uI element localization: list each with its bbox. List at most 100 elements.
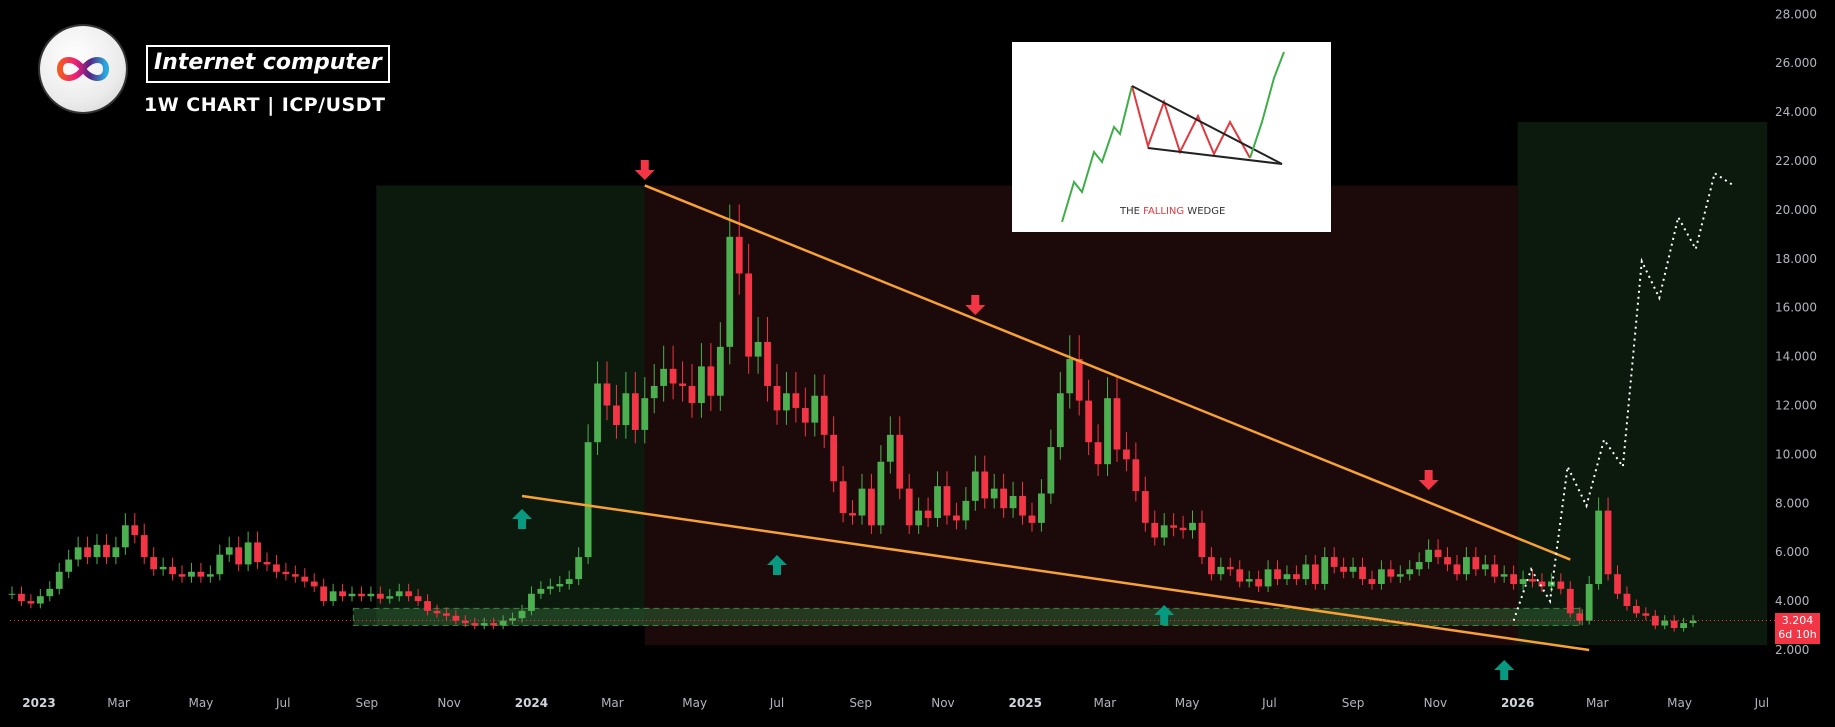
candle [1217, 557, 1225, 581]
price-tick-label: 2.000 [1775, 643, 1809, 657]
candle [1170, 513, 1178, 537]
candle [1009, 481, 1017, 518]
candle [1330, 547, 1338, 574]
candle [669, 345, 677, 400]
candle [650, 364, 658, 414]
price-tick-label: 6.000 [1775, 545, 1809, 559]
candle [499, 615, 507, 630]
candle [1255, 570, 1263, 593]
candle-body [773, 385, 781, 411]
candle-body [310, 581, 318, 587]
candle-body [1632, 605, 1640, 614]
candle-body [1009, 495, 1017, 509]
candle-body [1019, 495, 1026, 516]
candle-body [1321, 557, 1329, 584]
candle [1151, 510, 1159, 546]
candle-body [282, 571, 290, 575]
candle [801, 387, 809, 437]
candle-body [1066, 359, 1074, 394]
candle-body [1311, 564, 1319, 584]
candle-body [273, 564, 280, 572]
candle [36, 589, 44, 609]
candle-body [367, 593, 375, 597]
candle [273, 555, 280, 579]
time-axis[interactable]: 2023 Mar May Jul Sep Nov 2024 Mar May Jul Sep Nov 20… [22, 696, 1835, 710]
time-tick-label: May [1667, 696, 1692, 710]
candle-body [348, 593, 356, 597]
candle-body [631, 393, 639, 430]
candle-body [1123, 449, 1130, 460]
candle [783, 371, 790, 425]
candle [254, 531, 261, 569]
candle [905, 473, 913, 534]
candle-body [1236, 569, 1244, 582]
candle-body [358, 593, 365, 597]
candle [1179, 515, 1187, 539]
candle [1208, 547, 1215, 581]
candles-layer [8, 204, 1697, 632]
candle [140, 523, 148, 565]
time-tick-label: Jul [769, 696, 784, 710]
time-tick-label: May [1175, 696, 1200, 710]
candle [480, 617, 488, 630]
candle-body [1378, 569, 1385, 584]
candle-body [915, 510, 923, 526]
candle [707, 343, 715, 411]
candle-body [1670, 620, 1678, 628]
candle [726, 204, 734, 365]
candle-body [27, 601, 35, 604]
candle [1340, 557, 1348, 579]
candle-body [480, 623, 488, 626]
candle [1632, 599, 1640, 618]
support-arrow-icon [1154, 605, 1175, 625]
candle [1670, 615, 1678, 632]
price-tick-label: 14.000 [1775, 350, 1817, 364]
candle [65, 549, 73, 579]
candle [84, 536, 91, 565]
wedge-diagram-upper-line [1131, 85, 1283, 165]
candle-body [452, 615, 460, 621]
candle [1104, 377, 1111, 476]
candle [1566, 581, 1574, 618]
candle-body [1425, 549, 1433, 562]
candle [27, 594, 35, 609]
candle [169, 557, 176, 581]
candle-body [622, 393, 630, 426]
candle-body [216, 554, 224, 575]
candle [1359, 557, 1366, 586]
candle-body [603, 383, 611, 406]
time-tick-label: Sep [1342, 696, 1365, 710]
chart-subtitle: 1W CHART | ICP/USDT [144, 94, 386, 116]
candle-body [764, 341, 771, 386]
candle [546, 578, 554, 595]
candle [121, 513, 129, 555]
candle-body [18, 593, 25, 602]
candle [471, 617, 479, 630]
support-band [352, 607, 1583, 627]
candle [188, 562, 195, 583]
candle [537, 581, 545, 600]
candle-body [339, 591, 346, 597]
price-axis[interactable]: 2.000 4.000 6.000 8.000 10.000 12.000 14.000 16… [1775, 7, 1817, 657]
candle-body [206, 574, 214, 577]
candle [490, 617, 498, 630]
price-tick-label: 26.000 [1775, 56, 1817, 70]
candle [225, 536, 233, 562]
candle-body [1463, 557, 1470, 575]
candle [414, 589, 422, 606]
candle-body [1557, 581, 1565, 589]
candle-body [140, 535, 148, 558]
time-tick-label: 2025 [1009, 696, 1042, 710]
candle-body [150, 557, 158, 570]
candle [320, 578, 328, 606]
candle [1000, 473, 1008, 518]
bar-countdown: 6d 10h [1778, 628, 1817, 641]
candle-body [1642, 613, 1650, 616]
candle [631, 371, 639, 444]
candle [594, 361, 601, 456]
candle [1085, 379, 1093, 456]
candle [206, 565, 214, 583]
wedge-diagram-lower-line [1147, 147, 1283, 165]
candle [1595, 497, 1603, 590]
candle-body [1472, 557, 1480, 570]
